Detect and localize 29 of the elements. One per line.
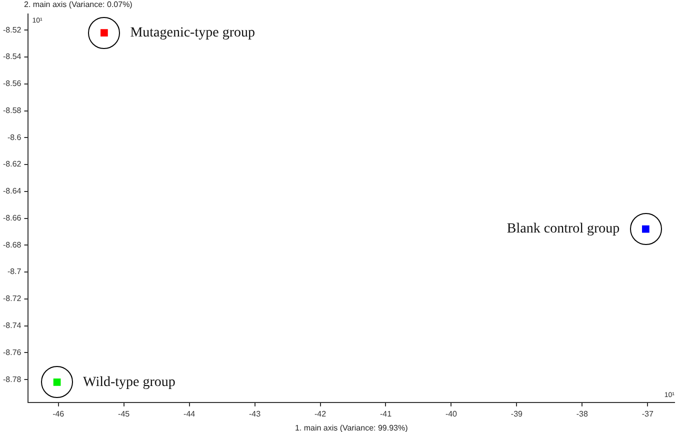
y-tick-label: -8.68 <box>3 240 22 250</box>
y-tick-label: -8.52 <box>3 25 22 34</box>
y-tick-label: -8.66 <box>3 213 22 222</box>
y-tick-label: -8.6 <box>7 132 22 142</box>
x-tick-label: -44 <box>184 409 196 418</box>
x-tick-label: -38 <box>576 409 589 418</box>
x-tick-label: -37 <box>642 409 654 418</box>
x-axis-title: 1. main axis (Variance: 99.93%) <box>294 424 408 432</box>
series-label: Wild-type group <box>83 374 176 390</box>
x-tick-label: -46 <box>52 409 65 418</box>
y-tick-label: -8.58 <box>3 106 22 115</box>
y-tick-label: -8.72 <box>3 294 22 304</box>
x-tick-label: -43 <box>249 409 262 418</box>
y-tick-label: -8.54 <box>3 52 22 62</box>
y-tick-label: -8.78 <box>3 374 22 384</box>
series-label: Blank control group <box>506 222 620 237</box>
y-tick-label: -8.7 <box>7 267 22 276</box>
y-tick-label: -8.74 <box>3 321 22 330</box>
y-axis-title: 2. main axis (Variance: 0.07%) <box>24 0 133 10</box>
x-tick-label: -45 <box>118 409 130 418</box>
y-tick-label: -8.62 <box>3 160 22 169</box>
y-tick-label: -8.64 <box>3 186 22 196</box>
y-tick-label: -8.56 <box>3 79 22 88</box>
series-label: Mutagenic-type group <box>130 25 255 40</box>
x-tick-label: -39 <box>510 409 524 418</box>
x-tick-label: -42 <box>314 409 327 418</box>
y-tick-label: -8.76 <box>3 348 22 357</box>
x-tick-label: -40 <box>445 409 458 418</box>
x-tick-label: -41 <box>380 409 392 418</box>
